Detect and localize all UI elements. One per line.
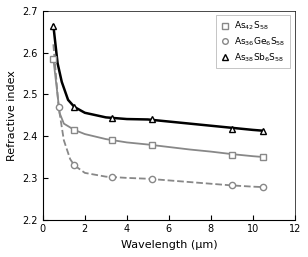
Y-axis label: Refractive index: Refractive index xyxy=(7,70,17,161)
As$_{38}$Sb$_6$S$_{58}$ xyxy=(72,105,76,108)
As$_{36}$Ge$_6$S$_{58}$ xyxy=(230,184,234,187)
As$_{38}$Sb$_6$S$_{58}$ xyxy=(150,118,154,121)
Line: As$_{42}$S$_{58}$: As$_{42}$S$_{58}$ xyxy=(50,56,266,160)
As$_{42}$S$_{58}$ xyxy=(150,143,154,146)
As$_{36}$Ge$_6$S$_{58}$ xyxy=(150,177,154,180)
Line: As$_{36}$Ge$_6$S$_{58}$: As$_{36}$Ge$_6$S$_{58}$ xyxy=(55,104,266,190)
As$_{36}$Ge$_6$S$_{58}$ xyxy=(72,164,76,167)
As$_{36}$Ge$_6$S$_{58}$ xyxy=(261,186,265,189)
As$_{36}$Ge$_6$S$_{58}$ xyxy=(57,105,60,108)
As$_{36}$Ge$_6$S$_{58}$ xyxy=(110,175,114,178)
As$_{38}$Sb$_6$S$_{58}$ xyxy=(230,127,234,130)
As$_{42}$S$_{58}$ xyxy=(261,155,265,159)
Line: As$_{38}$Sb$_6$S$_{58}$: As$_{38}$Sb$_6$S$_{58}$ xyxy=(50,22,267,134)
As$_{42}$S$_{58}$ xyxy=(110,139,114,142)
As$_{38}$Sb$_6$S$_{58}$ xyxy=(261,129,265,132)
As$_{38}$Sb$_6$S$_{58}$ xyxy=(110,117,114,120)
As$_{42}$S$_{58}$ xyxy=(230,153,234,157)
As$_{42}$S$_{58}$ xyxy=(72,128,76,131)
As$_{38}$Sb$_6$S$_{58}$ xyxy=(51,24,55,27)
Legend: As$_{42}$S$_{58}$, As$_{36}$Ge$_6$S$_{58}$, As$_{38}$Sb$_6$S$_{58}$: As$_{42}$S$_{58}$, As$_{36}$Ge$_6$S$_{58… xyxy=(216,15,290,68)
X-axis label: Wavelength (μm): Wavelength (μm) xyxy=(120,240,217,250)
As$_{42}$S$_{58}$ xyxy=(51,57,55,60)
